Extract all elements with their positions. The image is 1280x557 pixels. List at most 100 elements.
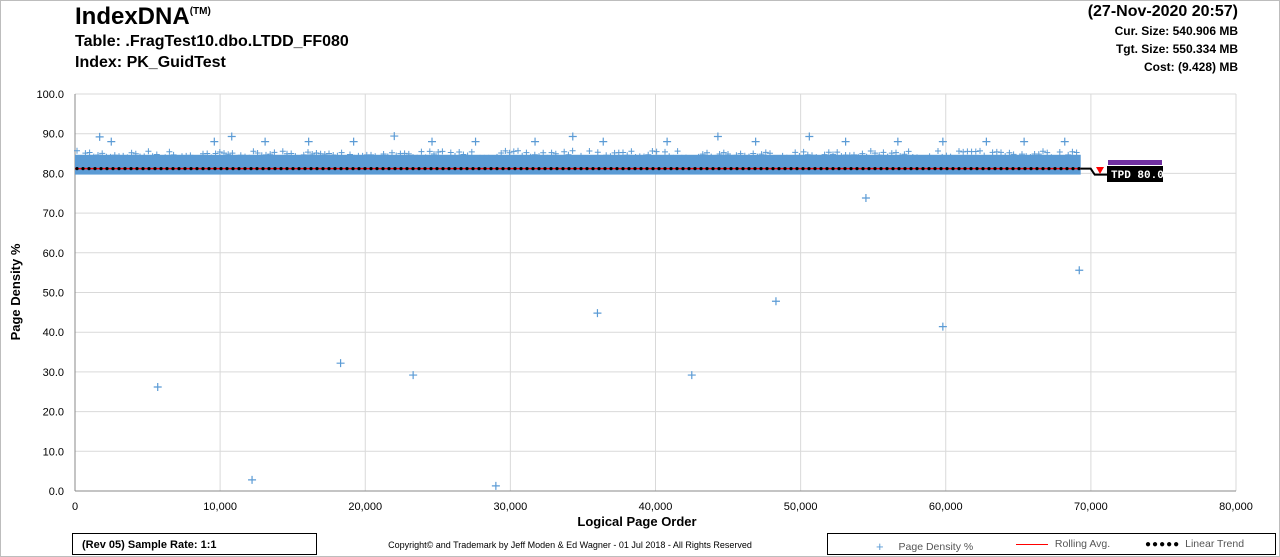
scatter-point	[712, 154, 719, 161]
scatter-point	[431, 151, 437, 158]
trend-dot	[315, 167, 319, 171]
scatter-point	[460, 151, 467, 158]
trend-dot	[699, 167, 703, 171]
x-tick-label: 30,000	[494, 501, 528, 513]
chart-legend: + Page Density % Rolling Avg. ●●●●● Line…	[827, 533, 1276, 555]
target-size: Tgt. Size: 550.334 MB	[1115, 42, 1238, 56]
trend-dot	[333, 167, 337, 171]
scatter-point	[713, 132, 722, 141]
scatter-point	[132, 150, 139, 157]
trend-dot	[1041, 167, 1045, 171]
trend-dot	[969, 167, 973, 171]
trend-dot	[873, 167, 877, 171]
scatter-point	[149, 153, 156, 160]
trend-dot	[753, 167, 757, 171]
scatter-point	[1019, 151, 1025, 158]
trend-dot	[1029, 167, 1033, 171]
trend-dot	[159, 167, 163, 171]
trend-dot	[123, 167, 127, 171]
trend-dot	[609, 167, 613, 171]
scatter-point	[128, 149, 135, 156]
trend-dot	[861, 167, 865, 171]
scatter-point	[666, 153, 673, 160]
x-tick-label: 10,000	[203, 501, 237, 513]
trend-dot	[999, 167, 1003, 171]
scatter-point	[210, 137, 219, 146]
scatter-point	[775, 155, 782, 162]
scatter-point	[221, 150, 227, 157]
trend-dot	[777, 167, 781, 171]
x-tick-label: 50,000	[784, 501, 818, 513]
trend-dot	[483, 167, 487, 171]
trend-dot	[921, 167, 925, 171]
trend-dot	[357, 167, 361, 171]
trend-dot	[633, 167, 637, 171]
trend-dot	[399, 167, 403, 171]
trend-dot	[645, 167, 649, 171]
scatter-point	[594, 149, 601, 156]
trend-dot	[435, 167, 439, 171]
scatter-outlier-point	[687, 371, 696, 380]
trend-dot	[225, 167, 229, 171]
trend-dot	[567, 167, 571, 171]
scatter-point	[342, 155, 349, 162]
plus-marker-icon: +	[876, 539, 884, 554]
scatter-point	[796, 152, 803, 159]
scatter-point	[338, 149, 345, 156]
scatter-point	[838, 153, 845, 160]
trend-dot	[447, 167, 451, 171]
trend-dot	[771, 167, 775, 171]
trend-dot	[897, 167, 901, 171]
scatter-point	[1002, 153, 1009, 160]
scatter-point	[704, 149, 710, 156]
scatter-point	[124, 154, 131, 161]
scatter-point	[540, 149, 547, 156]
trend-dot	[801, 167, 805, 171]
scatter-point	[754, 153, 761, 160]
scatter-point	[426, 148, 433, 155]
scatter-point	[751, 137, 760, 146]
scatter-point	[880, 149, 887, 156]
trend-dot	[285, 167, 289, 171]
scatter-point	[292, 153, 299, 160]
scatter-point	[107, 137, 116, 146]
trend-lines	[75, 167, 1149, 176]
scatter-point	[1052, 155, 1059, 162]
scatter-point	[183, 152, 190, 159]
trend-dot	[471, 167, 475, 171]
trend-dot	[1011, 167, 1015, 171]
revision-sample-rate: (Rev 05) Sample Rate: 1:1	[72, 533, 317, 555]
trend-dot	[573, 167, 577, 171]
x-tick-label: 20,000	[348, 501, 382, 513]
scatter-point	[410, 154, 416, 161]
trend-dot	[183, 167, 187, 171]
scatter-outlier-point	[409, 371, 418, 380]
trend-dot	[1023, 167, 1027, 171]
trend-dot	[369, 167, 373, 171]
scatter-point	[1006, 149, 1013, 156]
scatter-point	[926, 153, 933, 160]
scatter-point	[204, 150, 211, 157]
scatter-point	[695, 153, 702, 160]
scatter-point	[227, 132, 236, 141]
scatter-point	[1027, 153, 1034, 160]
trend-dot	[657, 167, 661, 171]
legend-page-density: + Page Density %	[876, 538, 973, 554]
report-timestamp: (27-Nov-2020 20:57)	[1087, 3, 1238, 20]
y-tick-label: 0.0	[49, 486, 64, 498]
y-tick-label: 80.0	[43, 168, 64, 180]
scatter-point	[590, 154, 597, 161]
trend-dot	[201, 167, 205, 171]
trend-dot	[981, 167, 985, 171]
scatter-point	[506, 149, 513, 156]
table-name: Table: .FragTest10.dbo.LTDD_FF080	[75, 33, 349, 50]
trend-dot	[429, 167, 433, 171]
trend-dot	[195, 167, 199, 171]
trend-dot	[807, 167, 811, 171]
scatter-point	[557, 154, 563, 161]
scatter-point	[225, 151, 232, 158]
trend-dot	[291, 167, 295, 171]
scatter-point	[851, 151, 857, 158]
scatter-point	[1020, 137, 1029, 146]
x-tick-label: 40,000	[639, 501, 673, 513]
